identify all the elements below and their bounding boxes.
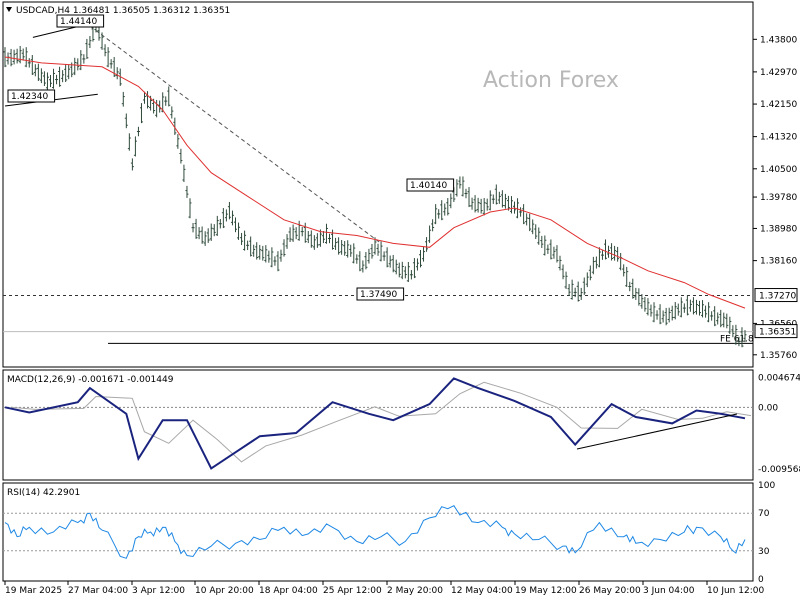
date-tick-label: 18 Apr 04:00: [259, 586, 318, 596]
dropdown-triangle-icon[interactable]: [6, 7, 12, 12]
moving-average-line: [4, 56, 746, 309]
current-price-label: 1.36351: [759, 328, 796, 338]
price-tick-label: 1.43800: [760, 35, 797, 45]
macd-tick-label: 0.00: [758, 403, 778, 413]
swing-high-2-box: [406, 178, 455, 192]
macd-tick-label: -0.009568: [758, 465, 800, 475]
date-tick-label: 10 Apr 20:00: [195, 586, 254, 596]
macd-divergence-line: [576, 413, 738, 450]
rsi-title: RSI(14) 42.2901: [7, 488, 80, 498]
horizontal-levels: 1.37270 1.36351 FE 61.8: [3, 288, 798, 344]
price-bars: [3, 17, 747, 348]
macd-tick-label: 0.004674: [758, 373, 800, 383]
rsi-tick-label: 100: [758, 481, 775, 491]
date-axis: 19 Mar 2025 27 Mar 04:00 3 Apr 12:00 10 Apr…: [4, 581, 764, 596]
date-tick-label: 3 Apr 12:00: [132, 586, 185, 596]
price-annotations: 1.44140 1.42340 1.40140 1.37490: [7, 14, 455, 301]
level-price-box: [754, 288, 798, 303]
date-tick-label: 19 Mar 2025: [5, 586, 62, 596]
level-price-label: 1.37270: [759, 292, 796, 302]
price-axis: 1.43800 1.42970 1.42150 1.41320 1.40500 1.397…: [753, 35, 797, 361]
swing-high-1-box: [56, 14, 105, 28]
rsi-line: [4, 505, 746, 559]
date-tick-label: 26 May 20:00: [579, 586, 641, 596]
price-tick-label: 1.38980: [760, 224, 797, 234]
swing-low-2-box: [356, 287, 405, 301]
date-tick-label: 12 May 04:00: [451, 586, 513, 596]
macd-panel-frame: [2, 369, 754, 481]
macd-main-line: [4, 377, 746, 470]
date-tick-label: 27 Mar 04:00: [68, 586, 128, 596]
main-panel-frame: [2, 1, 754, 368]
symbol-header: USDCAD,H4 1.36481 1.36505 1.36312 1.3635…: [16, 6, 230, 16]
swing-low-1-box: [7, 89, 56, 103]
price-tick-label: 1.35760: [760, 351, 797, 361]
price-tick-label: 1.38160: [760, 257, 797, 267]
swing-high-1-label: 1.44140: [60, 17, 97, 27]
price-tick-label: 1.42970: [760, 68, 797, 78]
price-tick-label: 1.40500: [760, 165, 797, 175]
price-tick-label: 1.39780: [760, 193, 797, 203]
date-tick-label: 25 Apr 12:00: [323, 586, 382, 596]
current-price-box: [754, 324, 798, 339]
date-tick-label: 3 Jun 04:00: [643, 586, 695, 596]
descending-channel-line: [89, 25, 382, 244]
fib-extension-label: FE 61.8: [720, 334, 754, 344]
price-tick-label: 1.41320: [760, 133, 797, 143]
watermark-text: Action Forex: [483, 68, 619, 93]
date-tick-label: 2 May 20:00: [387, 586, 443, 596]
macd-title: MACD(12,26,9) -0.001671 -0.001449: [7, 375, 174, 385]
rsi-tick-label: 0: [758, 575, 764, 585]
price-tick-label: 1.42150: [760, 100, 797, 110]
rsi-panel-frame: [2, 482, 754, 582]
macd-axis: 0.004674 0.00 -0.009568: [3, 373, 800, 475]
rsi-tick-label: 30: [758, 547, 770, 557]
swing-low-1-label: 1.42340: [11, 92, 48, 102]
swing-low-2-label: 1.37490: [360, 290, 397, 300]
rsi-tick-label: 70: [758, 509, 770, 519]
date-tick-label: 10 Jun 12:00: [707, 586, 764, 596]
rsi-axis: 100 70 30 0: [3, 481, 775, 585]
date-tick-label: 19 May 12:00: [515, 586, 577, 596]
swing-high-2-label: 1.40140: [410, 181, 447, 191]
